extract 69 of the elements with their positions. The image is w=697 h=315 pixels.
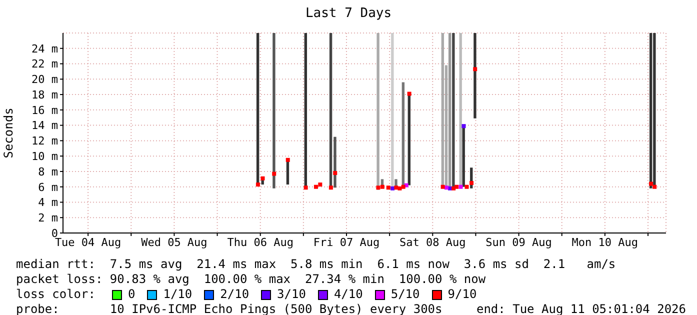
x-tick-label: Sat 08 Aug [400, 236, 466, 249]
legend-label: 4/10 [334, 287, 363, 302]
legend-label: 3/10 [277, 287, 306, 302]
bar [391, 33, 394, 188]
x-tick-label: Wed 05 Aug [141, 236, 208, 249]
point [407, 92, 412, 96]
point [272, 172, 276, 176]
point [398, 186, 402, 190]
point [464, 184, 469, 189]
x-tick-label: Sun 09 Aug [486, 236, 552, 249]
point [318, 182, 322, 187]
point [454, 184, 459, 189]
point [256, 182, 260, 187]
bar [452, 33, 455, 188]
point [333, 171, 338, 175]
bar [376, 33, 380, 190]
y-axis-title: Seconds [1, 108, 16, 158]
y-tick-label: 18 m [32, 88, 58, 102]
x-tick-label: Fri 07 Aug [313, 236, 380, 249]
x-tick-label: Tue 04 Aug [54, 236, 122, 249]
point [440, 184, 445, 189]
bar [329, 33, 332, 188]
point [314, 184, 318, 189]
y-tick-label: 6 m [38, 180, 58, 194]
y-tick-label: 14 m [32, 119, 58, 132]
y-tick-label: 24 m [32, 42, 58, 56]
point [286, 158, 290, 162]
x-tick-label: Mon 10 Aug [572, 236, 638, 249]
point [380, 184, 384, 189]
bar [272, 33, 276, 188]
text: packet loss: 90.83 % avg 100.00 % max 27.34 % min 100.00 % now [16, 272, 487, 287]
y-tick-label: 8 m [38, 165, 58, 178]
y-tick-label: 16 m [32, 104, 58, 117]
legend-label: 5/10 [390, 287, 420, 302]
chart-title: Last 7 Days [304, 5, 393, 23]
point [328, 186, 333, 190]
point [260, 176, 265, 180]
y-tick-label: 22 m [32, 58, 58, 71]
point [394, 186, 398, 190]
x-tick-label: Thu 06 Aug [227, 236, 294, 249]
point [390, 186, 395, 190]
y-tick-label: 2 m [38, 212, 58, 225]
point [462, 124, 466, 128]
legend-label: 1/10 [163, 287, 192, 302]
point [376, 186, 380, 190]
point [458, 184, 463, 189]
point [304, 186, 308, 190]
bar [304, 33, 308, 188]
legend-label: 9/10 [448, 287, 477, 302]
y-tick-label: 20 m [32, 73, 58, 86]
bar [334, 136, 336, 188]
point [648, 182, 653, 186]
text: median rtt: 7.5 ms avg 21.4 ms max 5.8 ms min 6.1 ms now 3.6 ms sd 2.1 am/s [16, 257, 617, 272]
point [652, 184, 657, 189]
bar [448, 33, 452, 188]
bar [474, 33, 476, 118]
bar [462, 126, 465, 187]
point [473, 67, 478, 72]
point [401, 184, 406, 189]
point [470, 181, 474, 185]
bar [408, 94, 411, 186]
y-tick-label: 4 m [38, 196, 58, 210]
legend-title: loss color: [16, 287, 96, 302]
legend-label: 2/10 [220, 287, 250, 302]
point [386, 186, 390, 190]
y-tick-label: 10 m [32, 150, 58, 163]
legend-label: 0 [128, 287, 136, 302]
y-tick-label: 12 m [32, 134, 58, 148]
bar [649, 33, 652, 188]
